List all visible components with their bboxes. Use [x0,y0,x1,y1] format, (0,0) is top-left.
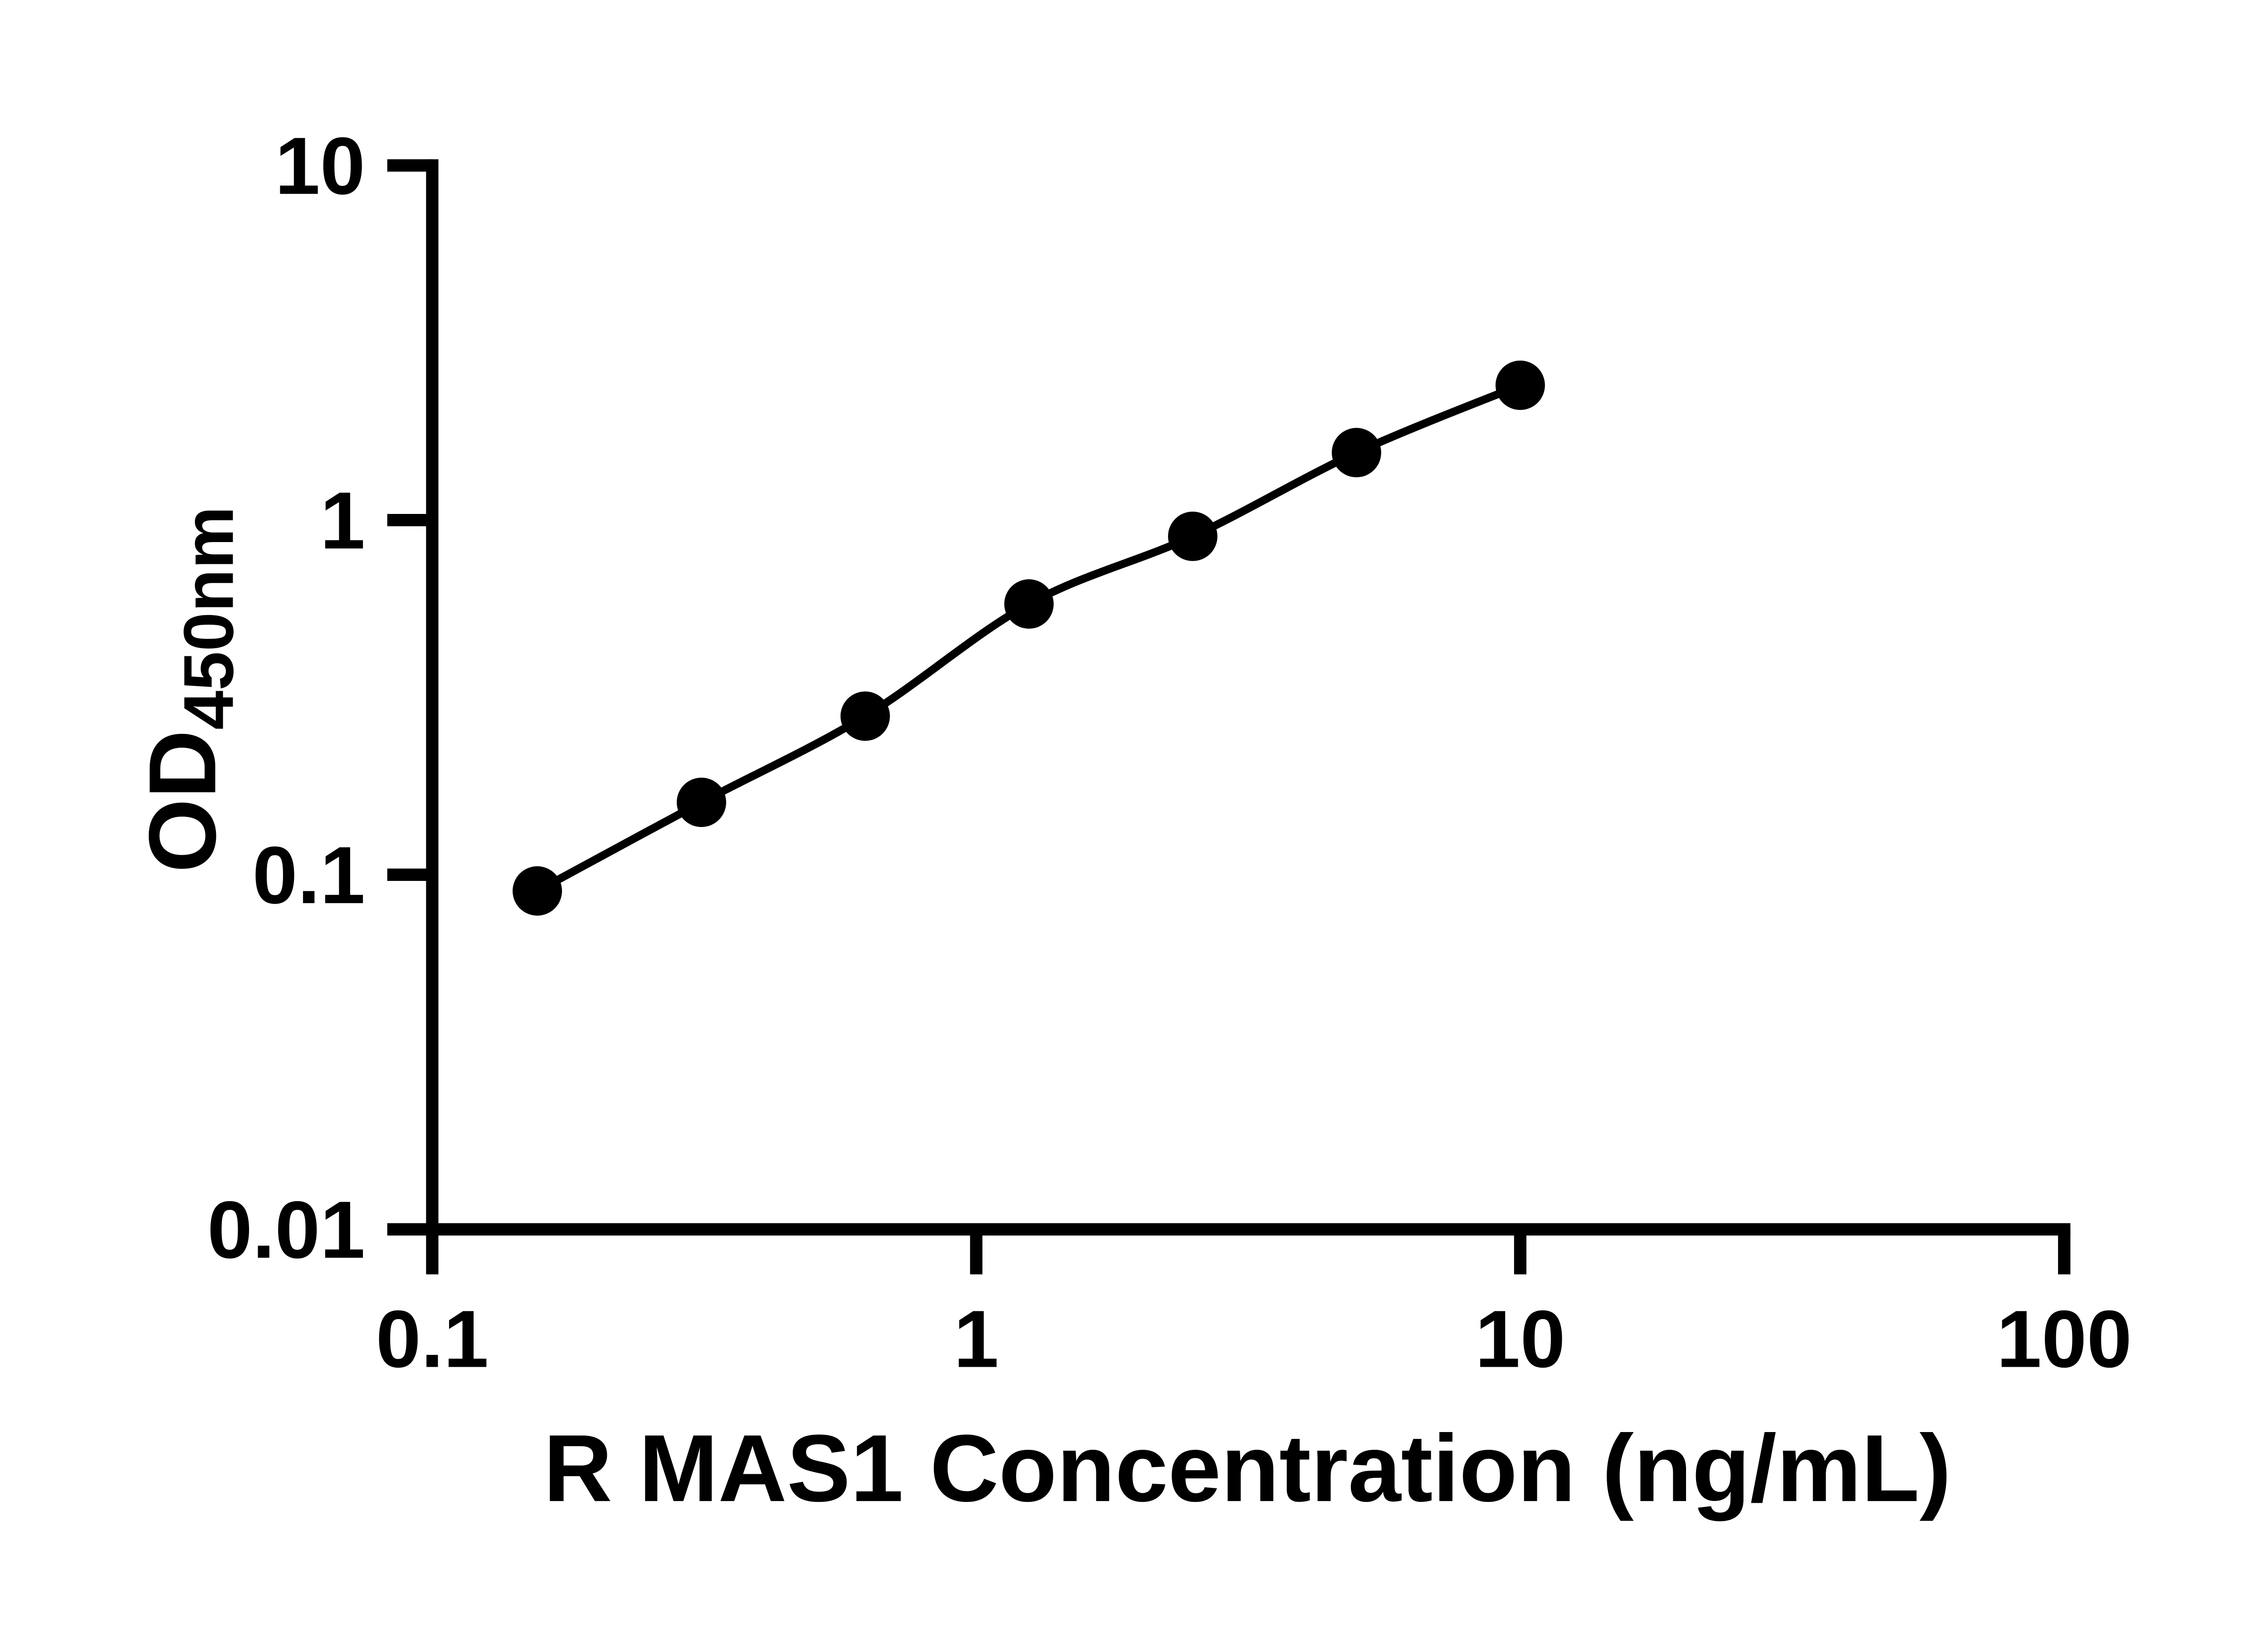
data-point-marker [676,777,726,827]
x-tick-label: 1 [953,1294,999,1384]
data-point-marker [1168,511,1217,561]
y-tick-label: 0.1 [252,830,365,920]
y-axis-title: OD450nm [129,506,248,873]
data-point-marker [1332,428,1381,478]
y-tick-label: 0.01 [207,1184,365,1275]
x-tick-label: 0.1 [376,1294,489,1384]
y-axis-title-subscript: 450nm [169,506,248,730]
y-axis-title-main: OD [129,730,236,873]
data-point-marker [513,866,562,916]
data-point-marker [840,691,890,741]
x-tick-label: 100 [1997,1294,2132,1384]
x-axis-title: R MAS1 Concentration (ng/mL) [543,1415,1951,1521]
y-tick-label: 10 [275,120,365,211]
data-point-marker [1496,360,1545,410]
x-tick-label: 10 [1475,1294,1565,1384]
data-point-marker [1004,579,1054,629]
y-tick-label: 1 [320,475,366,566]
